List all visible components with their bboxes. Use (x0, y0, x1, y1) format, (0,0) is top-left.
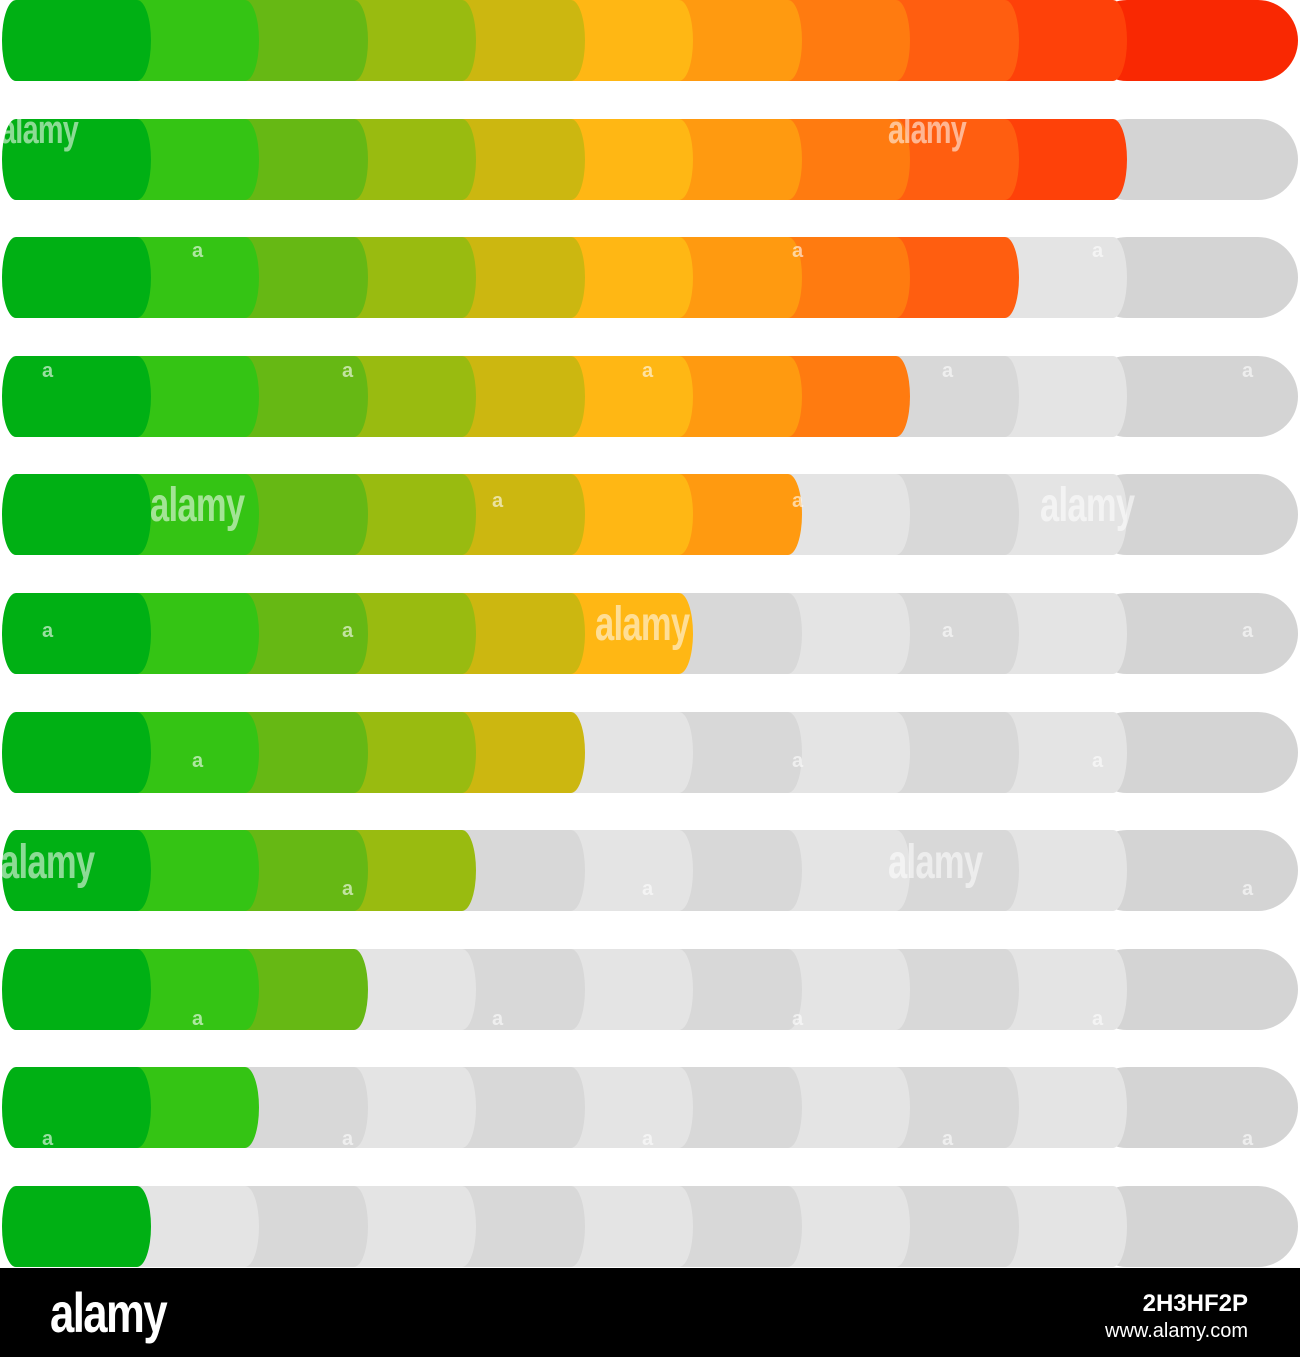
filled-segment (2, 118, 151, 200)
level-meter-8 (0, 355, 1300, 437)
filled-segment (2, 593, 151, 674)
filled-segment (2, 474, 151, 556)
filled-segment (2, 0, 151, 81)
level-meter-9 (0, 237, 1300, 319)
filled-segment (2, 948, 151, 1030)
filled-segment (2, 1067, 151, 1149)
level-meter-2 (0, 1067, 1300, 1149)
level-meter-4 (0, 830, 1300, 912)
level-meter-1 (0, 1186, 1300, 1267)
filled-segment (2, 711, 151, 793)
level-meter-7 (0, 474, 1300, 556)
filled-segment (2, 830, 151, 912)
footer-url: www.alamy.com (1105, 1320, 1248, 1342)
level-meter-5 (0, 711, 1300, 793)
filled-segment (2, 1186, 151, 1267)
level-meter-3 (0, 948, 1300, 1030)
image-id: 2H3HF2P (1142, 1290, 1248, 1317)
watermark-footer: alamy 2H3HF2P www.alamy.com (0, 1268, 1300, 1357)
level-meter-11 (0, 0, 1300, 81)
level-meter-6 (0, 593, 1300, 674)
filled-segment (2, 237, 151, 319)
filled-segment (2, 355, 151, 437)
alamy-logo: alamy (50, 1281, 168, 1344)
level-meter-10 (0, 118, 1300, 200)
